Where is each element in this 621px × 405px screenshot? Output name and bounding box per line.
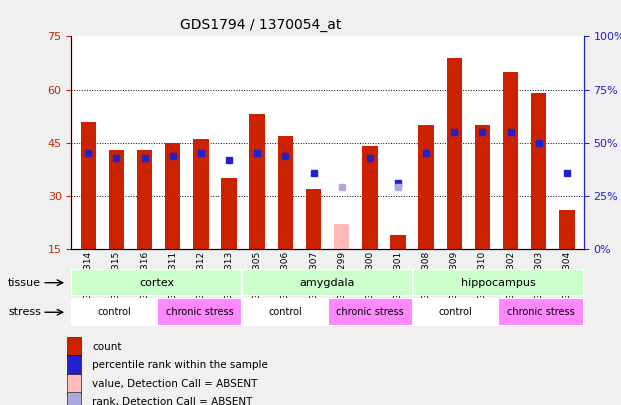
Bar	[278, 136, 293, 249]
Bar	[81, 122, 96, 249]
Text: amygdala: amygdala	[300, 278, 355, 288]
Text: chronic stress: chronic stress	[507, 307, 575, 317]
Bar	[413, 269, 584, 296]
Text: chronic stress: chronic stress	[337, 307, 404, 317]
Bar	[306, 189, 321, 249]
Text: chronic stress: chronic stress	[166, 307, 233, 317]
Bar	[67, 392, 81, 405]
Bar	[156, 298, 242, 326]
Bar	[250, 115, 265, 249]
Bar	[328, 298, 413, 326]
Text: rank, Detection Call = ABSENT: rank, Detection Call = ABSENT	[93, 397, 253, 405]
Text: control: control	[268, 307, 302, 317]
Text: value, Detection Call = ABSENT: value, Detection Call = ABSENT	[93, 379, 258, 389]
Bar	[193, 139, 209, 249]
Bar	[446, 58, 462, 249]
Bar	[499, 298, 584, 326]
Bar	[334, 224, 350, 249]
Bar	[390, 235, 406, 249]
Bar	[419, 125, 434, 249]
Bar	[531, 93, 546, 249]
Text: count: count	[93, 342, 122, 352]
Text: stress: stress	[8, 307, 41, 317]
Bar	[413, 298, 498, 326]
Bar	[503, 72, 519, 249]
Bar	[67, 374, 81, 394]
Text: tissue: tissue	[8, 278, 41, 288]
Bar	[137, 150, 152, 249]
Bar	[165, 143, 181, 249]
Text: control: control	[439, 307, 473, 317]
Text: cortex: cortex	[139, 278, 175, 288]
Bar	[221, 178, 237, 249]
Text: percentile rank within the sample: percentile rank within the sample	[93, 360, 268, 370]
Bar	[362, 146, 378, 249]
Bar	[559, 210, 574, 249]
Bar	[67, 356, 81, 375]
Bar	[67, 337, 81, 357]
Bar	[242, 269, 413, 296]
Bar	[474, 125, 490, 249]
Bar	[71, 269, 242, 296]
Bar	[109, 150, 124, 249]
Bar	[71, 298, 156, 326]
Text: control: control	[97, 307, 131, 317]
Text: GDS1794 / 1370054_at: GDS1794 / 1370054_at	[180, 18, 342, 32]
Bar	[242, 298, 328, 326]
Text: hippocampus: hippocampus	[461, 278, 536, 288]
